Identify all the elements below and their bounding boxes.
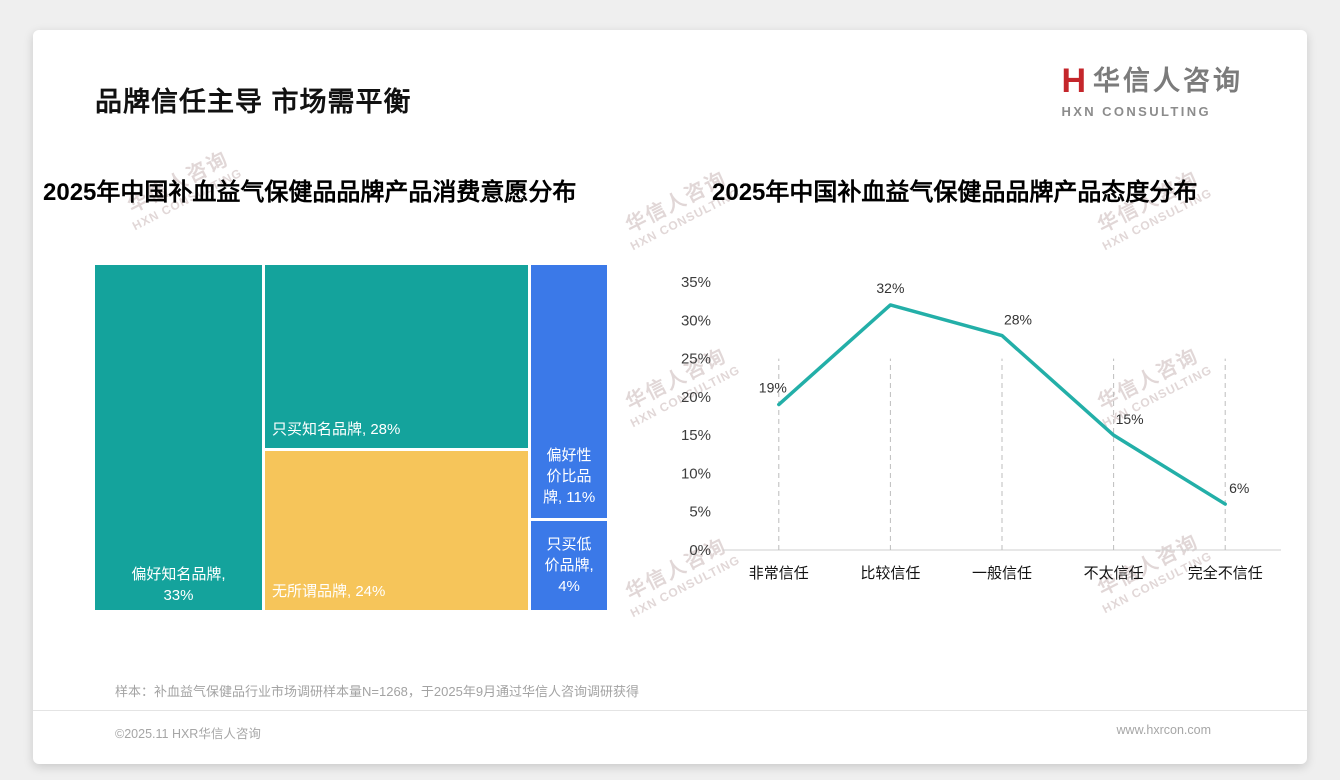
attitude-line-chart: 0% 5% 10% 15% 20% 25% 30% 35% 非常信任 比较信任 一般信任 不太信任 完全… <box>681 274 1281 582</box>
treemap-cell-label: 只买知名品牌, 28% <box>271 420 401 438</box>
logo-subtitle: HXN CONSULTING <box>1061 104 1212 119</box>
treemap-cell-1: 偏好知名品牌, 33% <box>95 265 262 610</box>
data-label: 32% <box>876 280 904 296</box>
treemap-chart-title: 2025年中国补血益气保健品品牌产品消费意愿分布 <box>43 179 577 206</box>
treemap-cell-4: 偏好性价比品牌, 11% <box>531 265 608 519</box>
y-axis-label: 0% <box>689 542 711 559</box>
y-axis-label: 25% <box>681 351 711 368</box>
treemap-cell-label: 偏好性价比品牌, 11% <box>542 447 596 507</box>
treemap-column: 只买知名品牌, 28% 无所谓品牌, 24% <box>264 265 529 610</box>
treemap-column: 偏好知名品牌, 33% <box>95 265 262 610</box>
y-axis-label: 5% <box>689 504 711 521</box>
treemap-cell-5: 只买低价品牌, 4% <box>531 521 608 610</box>
x-axis-label: 非常信任 <box>749 565 809 582</box>
data-label: 19% <box>759 380 787 396</box>
logo-name: 华信人咨询 <box>1093 65 1243 96</box>
y-axis-label: 35% <box>681 274 711 291</box>
x-axis-label: 完全不信任 <box>1188 564 1263 582</box>
logo-h-icon: H <box>1061 62 1086 100</box>
sample-note: 样本：补血益气保健品行业市场调研样本量N=1268，于2025年9月通过华信人咨… <box>115 684 640 699</box>
data-label: 15% <box>1116 411 1144 427</box>
logo-row: H 华信人咨询 <box>1061 64 1243 98</box>
treemap-cell-2: 只买知名品牌, 28% <box>264 265 529 448</box>
slide-title: 品牌信任主导 市场需平衡 <box>95 87 412 117</box>
y-axis-label: 30% <box>681 312 711 329</box>
company-logo: H 华信人咨询 HXN CONSULTING <box>1061 64 1243 119</box>
x-axis-label: 比较信任 <box>860 564 920 582</box>
y-axis-label: 15% <box>681 427 711 444</box>
consumption-willingness-treemap: 偏好知名品牌, 33% 只买知名品牌, 28% 无所谓品牌, 24% 偏好性价比品牌,… <box>95 265 608 610</box>
copyright-text: ©2025.11 HXR华信人咨询 <box>115 727 261 741</box>
report-slide: 华信人咨询 HXN CONSULTING 华信人咨询 HXN CONSULTING 华信… <box>33 30 1307 764</box>
treemap-column: 偏好性价比品牌, 11% 只买低价品牌, 4% <box>531 265 608 610</box>
x-axis-label: 不太信任 <box>1084 565 1144 582</box>
line-chart-title: 2025年中国补血益气保健品品牌产品态度分布 <box>712 179 1198 206</box>
y-axis-label: 20% <box>681 389 711 406</box>
treemap-cell-label: 无所谓品牌, 24% <box>271 583 386 600</box>
treemap-cell-label: 只买低价品牌, 4% <box>544 536 594 596</box>
website-text: www.hxrcon.com <box>1116 723 1211 737</box>
data-label: 6% <box>1229 480 1249 496</box>
line-series <box>777 303 1227 506</box>
y-axis-label: 10% <box>681 465 711 482</box>
x-axis-label: 一般信任 <box>972 565 1032 582</box>
treemap-cell-3: 无所谓品牌, 24% <box>264 450 529 610</box>
footer: ©2025.11 HXR华信人咨询 www.hxrcon.com <box>33 710 1307 764</box>
treemap-cell-label: 偏好知名品牌, 33% <box>131 566 226 604</box>
data-label: 28% <box>1004 312 1032 328</box>
